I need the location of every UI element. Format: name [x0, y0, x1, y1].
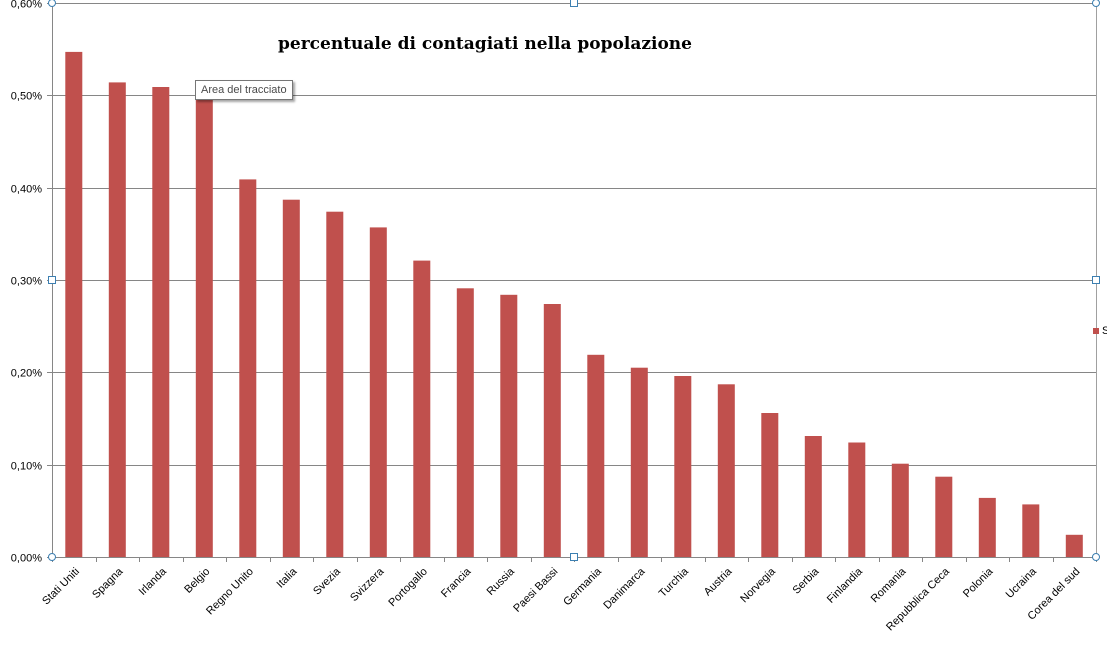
- x-tick-label: Ucraina: [1004, 565, 1040, 601]
- y-tick-label: 0,60%: [11, 0, 42, 11]
- bar-spagna[interactable]: [108, 82, 126, 558]
- y-tick-label: 0,50%: [11, 91, 42, 103]
- bar-belgio[interactable]: [195, 95, 213, 558]
- bar-paesi-bassi[interactable]: [543, 304, 561, 557]
- resize-handle-corner[interactable]: [48, 0, 56, 7]
- x-tick-label: Serbia: [790, 565, 822, 597]
- y-tick-labels: 0,00% 0,10% 0,20% 0,30% 0,40% 0,50% 0,60%: [11, 0, 42, 565]
- legend-label: S: [1102, 325, 1107, 337]
- x-tick-label: Italia: [274, 565, 300, 591]
- bar-svizzera[interactable]: [369, 227, 387, 557]
- y-tick-label: 0,30%: [11, 276, 42, 288]
- resize-handle-corner[interactable]: [1092, 0, 1100, 7]
- bar-ucraina[interactable]: [1022, 504, 1040, 557]
- x-tick-label: Paesi Bassi: [511, 566, 560, 615]
- x-tick-label: Russia: [485, 565, 518, 598]
- bar-finlandia[interactable]: [848, 442, 866, 558]
- bar-svezia[interactable]: [326, 211, 344, 557]
- x-tick-label: Portogallo: [386, 566, 430, 610]
- x-tick-label: Svizzera: [348, 565, 387, 604]
- chart-title: percentuale di contagiati nella popolazi…: [278, 34, 692, 54]
- y-tick-label: 0,40%: [11, 184, 42, 196]
- bar-polonia[interactable]: [978, 497, 996, 557]
- bar-germania[interactable]: [587, 354, 605, 557]
- resize-handle-corner[interactable]: [1092, 553, 1100, 561]
- resize-handle-side[interactable]: [1092, 276, 1100, 284]
- bar-serbia[interactable]: [804, 436, 822, 557]
- bar-portogallo[interactable]: [413, 260, 431, 557]
- bar-regno-unito[interactable]: [239, 179, 257, 557]
- resize-handle-side[interactable]: [570, 0, 578, 7]
- bar-danimarca[interactable]: [630, 367, 648, 557]
- bar-turchia[interactable]: [674, 376, 692, 557]
- x-tick-label: Polonia: [961, 565, 996, 600]
- x-tick-label: Austria: [702, 565, 735, 598]
- x-tick-label: Belgio: [182, 566, 212, 596]
- bar-corea-del-sud[interactable]: [1065, 534, 1083, 557]
- bar-austria[interactable]: [717, 384, 735, 557]
- bar-irlanda[interactable]: [152, 87, 170, 557]
- bars: [65, 51, 1083, 558]
- x-tick-label: Regno Unito: [204, 566, 256, 618]
- x-tick-label: Germania: [561, 565, 604, 608]
- y-tick-label: 0,10%: [11, 461, 42, 473]
- selection-handles[interactable]: [48, 0, 1100, 561]
- x-tick-label: Turchia: [657, 565, 692, 600]
- y-tick-label: 0,00%: [11, 553, 42, 565]
- bar-stati-uniti[interactable]: [65, 51, 83, 558]
- bar-repubblica-ceca[interactable]: [935, 476, 953, 557]
- resize-handle-corner[interactable]: [48, 553, 56, 561]
- bar-norvegia[interactable]: [761, 413, 779, 557]
- legend-marker: [1093, 328, 1099, 334]
- x-tick-label: Irlanda: [137, 565, 170, 598]
- x-tick-label: Stati Uniti: [40, 566, 82, 608]
- x-tick-label: Francia: [439, 565, 474, 600]
- bar-francia[interactable]: [456, 288, 474, 557]
- x-tick-label: Finlandia: [825, 565, 866, 606]
- bar-russia[interactable]: [500, 294, 518, 557]
- resize-handle-side[interactable]: [48, 276, 56, 284]
- y-tick-label: 0,20%: [11, 368, 42, 380]
- x-tick-label: Svezia: [311, 565, 343, 597]
- bar-italia[interactable]: [282, 199, 300, 557]
- x-tick-label: Spagna: [90, 565, 126, 601]
- x-tick-label: Romania: [869, 565, 909, 605]
- bar-romania[interactable]: [891, 463, 909, 557]
- resize-handle-side[interactable]: [570, 553, 578, 561]
- x-tick-label: Norvegia: [738, 565, 778, 605]
- plot-area-tooltip: Area del tracciato: [195, 80, 293, 100]
- x-tick-label: Danimarca: [601, 565, 648, 612]
